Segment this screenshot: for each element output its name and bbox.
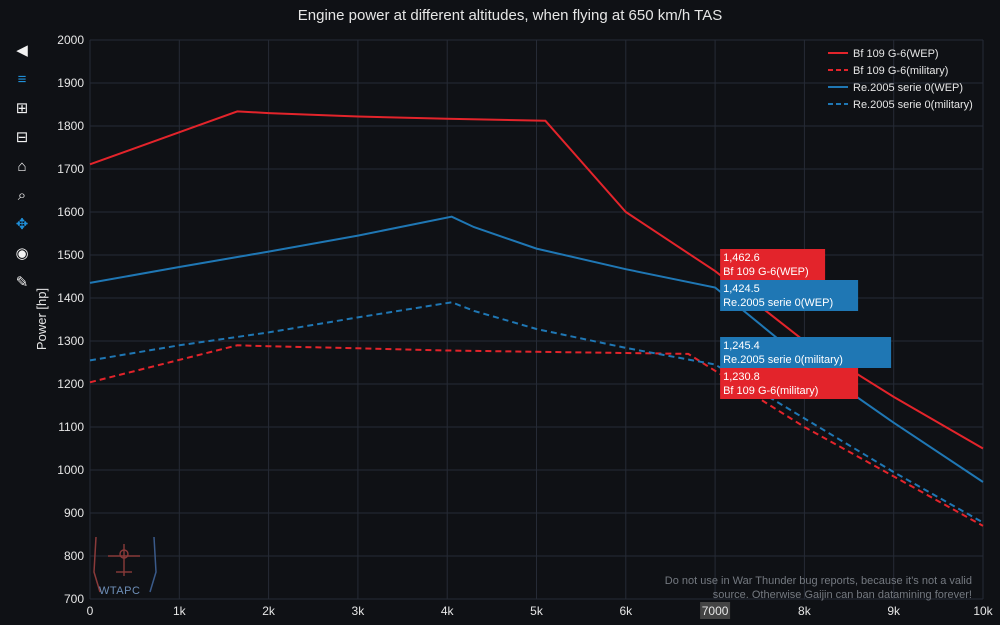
hover-label-value: 1,230.8	[723, 371, 760, 383]
x-hover-label-bg	[700, 602, 731, 619]
x-tick-label: 0	[87, 604, 94, 618]
hover-label-box	[720, 337, 892, 368]
pan-back-icon[interactable]: ◀	[16, 42, 28, 59]
edit-icon[interactable]: ✎	[15, 274, 29, 291]
hover-labels: 1,462.6 Bf 109 G-6(WEP) 1,424.5 Re.2005 ser…	[720, 249, 892, 399]
x-tick-label: 10k	[973, 604, 993, 618]
x-tick-label: 8k	[798, 604, 812, 618]
hover-label-series: Bf 109 G-6(military)	[723, 385, 818, 397]
y-tick-label: 1800	[57, 119, 84, 133]
pan-icon[interactable]: ✥	[15, 216, 29, 233]
x-tick-label: 6k	[619, 604, 633, 618]
hover-label-series: Bf 109 G-6(WEP)	[723, 266, 809, 278]
y-tick-label: 1600	[57, 205, 84, 219]
y-axis-label: Power [hp]	[34, 288, 49, 350]
y-tick-label: 1500	[57, 248, 84, 262]
aircraft-watermark-icon	[93, 536, 157, 593]
x-tick-label: 2k	[262, 604, 276, 618]
legend-label[interactable]: Bf 109 G-6(military)	[853, 65, 948, 77]
hover-label-value: 1,245.4	[723, 340, 760, 352]
x-tick-label: 7000	[702, 604, 729, 618]
disclaimer-text: Do not use in War Thunder bug reports, b…	[664, 575, 972, 601]
y-tick-label: 1100	[58, 420, 84, 434]
y-tick-label: 700	[64, 592, 84, 606]
chart-title: Engine power at different altitudes, whe…	[298, 7, 722, 24]
hover-label-series: Re.2005 serie 0(WEP)	[723, 297, 833, 309]
legend-label[interactable]: Re.2005 serie 0(military)	[853, 99, 973, 111]
y-tick-label: 1300	[57, 334, 84, 348]
zoom-out-icon[interactable]: ⊟	[15, 129, 29, 146]
zoom-select-icon[interactable]: ⌕	[17, 186, 27, 204]
series-line	[89, 301, 984, 524]
hover-label-box	[720, 249, 826, 280]
x-tick-label: 9k	[887, 604, 901, 618]
y-tick-label: 2000	[57, 33, 84, 47]
y-tick-label: 800	[64, 549, 84, 563]
axis-ticks: 700 800 900 1000 1100 1200 1300 1400 1500 1600 170…	[57, 33, 994, 619]
series-line	[89, 344, 984, 527]
y-tick-label: 1000	[57, 463, 84, 477]
y-tick-label: 900	[64, 506, 84, 520]
modebar: ◀ ≡ ⊞ ⊟ ⌂ ⌕ ✥ ◉ ✎	[10, 38, 34, 299]
x-tick-label: 4k	[441, 604, 455, 618]
legend[interactable]: Bf 109 G-6(WEP) Bf 109 G-6(military) Re.20…	[828, 48, 973, 111]
legend-label[interactable]: Bf 109 G-6(WEP)	[853, 48, 939, 60]
zoom-in-icon[interactable]: ⊞	[15, 100, 29, 117]
y-tick-label: 1400	[57, 291, 84, 305]
hover-label-box	[720, 368, 859, 399]
home-icon[interactable]: ⌂	[17, 157, 27, 175]
watermark-text: WTAPC	[99, 585, 141, 597]
hover-label-value: 1,424.5	[723, 283, 760, 295]
y-tick-label: 1900	[57, 76, 84, 90]
hover-label-series: Re.2005 serie 0(military)	[723, 354, 843, 366]
x-tick-label: 1k	[173, 604, 187, 618]
layers-icon[interactable]: ≡	[17, 70, 27, 88]
x-tick-label: 5k	[530, 604, 544, 618]
camera-icon[interactable]: ◉	[15, 245, 29, 262]
y-tick-label: 1700	[57, 162, 84, 176]
hover-label-box	[720, 280, 859, 311]
grid	[89, 39, 984, 600]
legend-label[interactable]: Re.2005 serie 0(WEP)	[853, 82, 963, 94]
x-tick-label: 3k	[352, 604, 366, 618]
hover-label-value: 1,462.6	[723, 252, 760, 264]
y-tick-label: 1200	[57, 377, 84, 391]
